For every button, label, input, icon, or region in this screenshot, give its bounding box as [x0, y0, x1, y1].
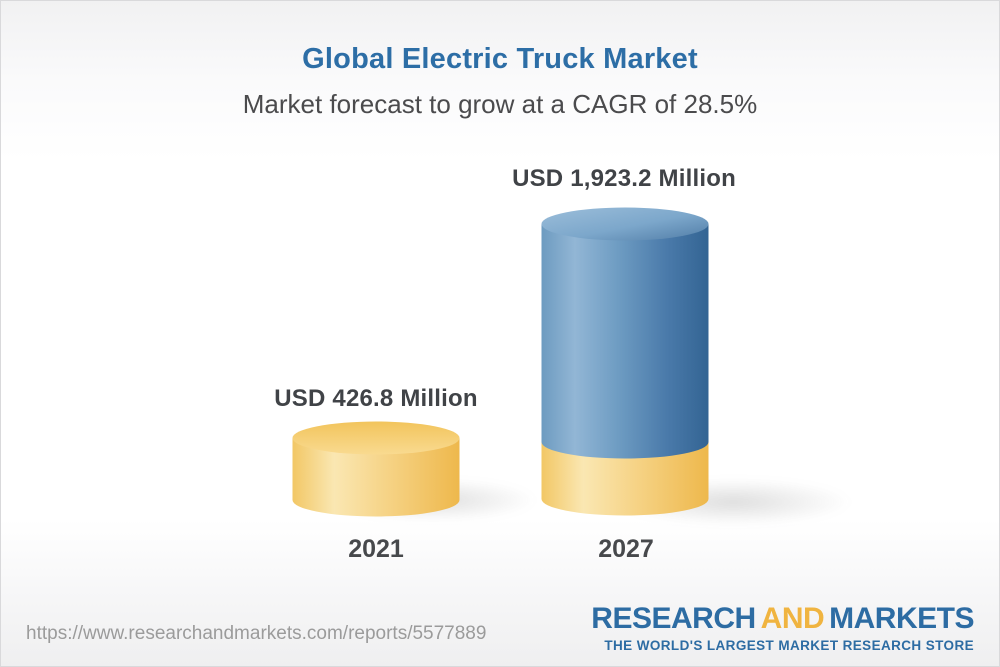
logo-word-markets: MARKETS	[829, 602, 974, 635]
logo-wordmark: RESEARCH AND MARKETS	[591, 604, 974, 634]
logo-tagline: THE WORLD'S LARGEST MARKET RESEARCH STOR…	[604, 638, 974, 653]
category-label-2021: 2021	[348, 535, 404, 563]
bar-2021-cylinder	[292, 421, 460, 517]
logo-word-and: AND	[760, 602, 825, 635]
report-url-link[interactable]: https://www.researchandmarkets.com/repor…	[26, 623, 487, 644]
chart-title: Global Electric Truck Market	[302, 43, 698, 75]
category-label-2027: 2027	[598, 535, 654, 563]
research-and-markets-logo[interactable]: RESEARCH AND MARKETS THE WORLD'S LARGEST M…	[591, 604, 974, 654]
bar-2027-cylinder	[541, 207, 709, 516]
value-label-2021: USD 426.8 Million	[274, 385, 478, 412]
value-label-2027: USD 1,923.2 Million	[512, 165, 736, 192]
chart-subtitle: Market forecast to grow at a CAGR of 28.…	[242, 89, 758, 119]
logo-word-research: RESEARCH	[591, 602, 756, 635]
